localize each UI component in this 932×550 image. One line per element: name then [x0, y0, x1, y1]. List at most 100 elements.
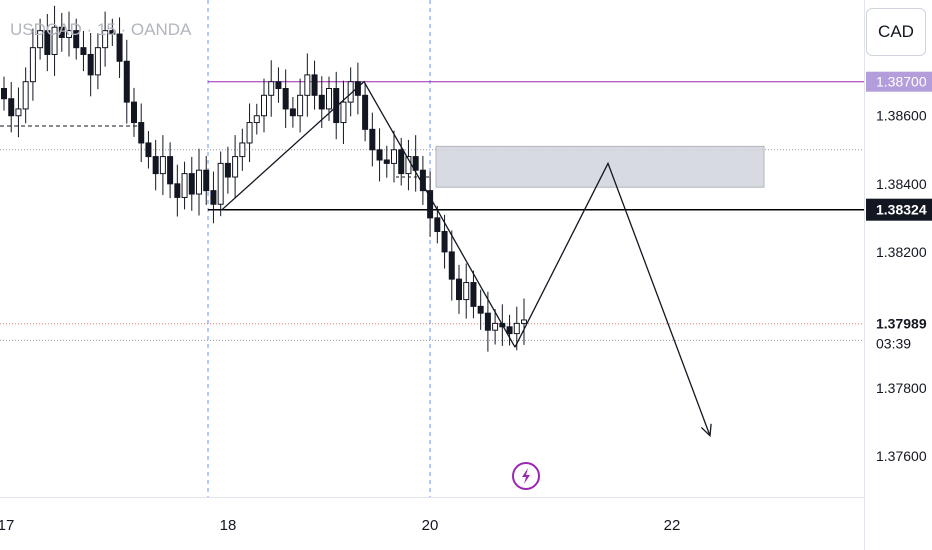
candle-body [196, 169, 202, 195]
candle-body [87, 53, 94, 76]
candle-body [434, 217, 441, 232]
x-tick-label: 17 [0, 517, 14, 534]
candle-body [116, 33, 123, 62]
projection-arrowhead [700, 423, 712, 438]
candle-body [37, 30, 44, 49]
candle-body [181, 173, 188, 198]
candle-body [261, 94, 267, 117]
candle-body [383, 159, 390, 164]
candle-body [123, 60, 130, 103]
candle-body [333, 88, 340, 124]
candle-body [239, 142, 246, 158]
candle-body [22, 81, 29, 110]
candle-body [521, 319, 527, 324]
candle-body [253, 115, 260, 124]
y-tick-label: 1.38200 [876, 244, 927, 260]
candle-body [145, 142, 152, 158]
resistance-price-tag [866, 71, 932, 92]
current-price-label: 1.37989 [876, 316, 927, 332]
y-tick-label: 1.37800 [876, 380, 927, 396]
icon-layer[interactable] [512, 462, 540, 490]
candle-body [318, 94, 325, 110]
candle-body [167, 156, 174, 185]
candle-body [8, 98, 15, 117]
candle-body [297, 94, 304, 117]
candle-body [109, 30, 116, 35]
candle-body [470, 282, 477, 307]
countdown-label: 03:39 [876, 336, 911, 352]
candle-body [188, 173, 195, 195]
candle-body [289, 108, 296, 117]
candle-body [138, 122, 145, 144]
candle-body [326, 88, 332, 110]
y-tick-label: 1.38600 [876, 108, 927, 124]
candle-body [412, 156, 419, 171]
candle-body [304, 74, 311, 96]
candle-body [94, 47, 101, 76]
candle-body [15, 108, 22, 117]
candle-body [224, 162, 231, 178]
x-tick-label: 18 [220, 517, 237, 534]
candle-body [44, 30, 51, 55]
lightning-bolt-glyph [522, 468, 530, 484]
candle-layer [1, 5, 527, 352]
label-layer: 1.38700 1.38324 1.37989 03:39 [866, 71, 932, 352]
candle-body [369, 128, 376, 151]
candle-body [152, 156, 159, 175]
candle-body [66, 30, 72, 38]
candle-body [354, 81, 361, 96]
candle-body [311, 74, 318, 96]
candle-body [484, 312, 491, 331]
candle-body [513, 322, 520, 335]
candle-body [448, 251, 455, 280]
candle-body [174, 183, 181, 198]
candle-body [340, 101, 347, 124]
candle-body [391, 149, 397, 164]
candle-body [492, 322, 499, 331]
candle-body [506, 326, 513, 335]
grid-layer [207, 0, 431, 497]
candle-body [80, 47, 87, 55]
y-tick-label: 1.38400 [876, 176, 927, 192]
x-tick-label: 20 [422, 517, 439, 534]
candle-body [131, 101, 137, 124]
candle-body [398, 149, 405, 175]
candle-body [427, 190, 434, 219]
zone-layer[interactable] [435, 145, 765, 188]
candle-body [246, 122, 253, 144]
candle-body [268, 81, 275, 96]
candle-body [376, 149, 383, 161]
y-tick-label: 1.37600 [876, 448, 927, 464]
currency-button[interactable]: CAD [866, 8, 926, 56]
candle-body [441, 230, 448, 253]
candle-body [159, 156, 166, 175]
candle-body [463, 282, 470, 301]
support-price-label: 1.38324 [876, 202, 927, 218]
x-tick-label: 22 [664, 517, 681, 534]
candle-body [362, 94, 369, 130]
resistance-price-label: 1.38700 [876, 74, 927, 90]
candle-body [102, 30, 109, 49]
supply-zone-rect [435, 145, 765, 188]
projection-path [514, 161, 711, 436]
candle-body [456, 278, 462, 301]
candle-body [282, 88, 289, 110]
candle-body [51, 26, 58, 55]
support-price-tag [866, 198, 932, 221]
price-action-drawing [221, 80, 516, 348]
candle-body [58, 26, 65, 38]
drawing-layer[interactable] [221, 80, 712, 438]
candle-body [73, 30, 80, 49]
candle-body [217, 162, 224, 205]
candle-body [210, 190, 217, 205]
candle-body [405, 156, 412, 175]
candle-body [29, 47, 36, 83]
candle-body [203, 169, 210, 192]
candle-body [1, 88, 7, 100]
symbol-title: USDCAD · 15 · OANDA [10, 20, 192, 39]
candle-body [232, 156, 239, 178]
candle-body [275, 81, 282, 90]
candle-body [477, 305, 484, 314]
